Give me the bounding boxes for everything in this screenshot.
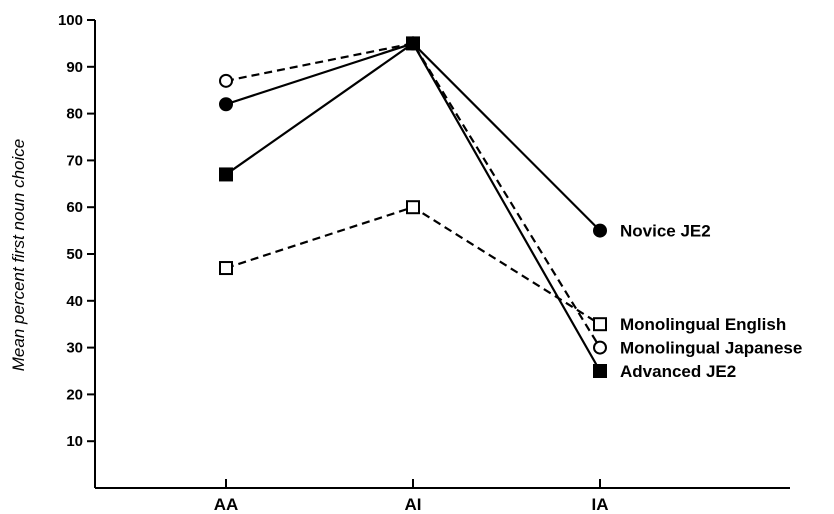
data-point-monolingual-english bbox=[219, 261, 233, 276]
series-line-monolingual-japanese bbox=[225, 42, 601, 349]
data-point-advanced-je2 bbox=[406, 36, 420, 51]
x-tick-label: AI bbox=[405, 495, 422, 514]
data-point-monolingual-japanese bbox=[593, 340, 607, 355]
data-point-advanced-je2 bbox=[593, 364, 607, 378]
data-point-advanced-je2 bbox=[219, 167, 233, 182]
series-label-monolingual-english: Monolingual English bbox=[620, 315, 786, 334]
series-label-monolingual-japanese: Monolingual Japanese bbox=[620, 339, 802, 358]
x-tick-label: IA bbox=[592, 495, 609, 514]
y-tick-label: 10 bbox=[66, 433, 83, 450]
y-tick-label: 100 bbox=[58, 12, 83, 29]
data-point-novice-je2 bbox=[593, 223, 607, 238]
y-tick-label: 80 bbox=[66, 106, 83, 123]
series-label-novice-je2: Novice JE2 bbox=[620, 222, 711, 241]
data-point-monolingual-english bbox=[406, 200, 420, 215]
y-tick-label: 30 bbox=[66, 340, 83, 357]
series-labels: Novice JE2 Monolingual English Monolingual… bbox=[620, 222, 802, 381]
y-tick-label: 40 bbox=[66, 293, 83, 310]
axes: 10 20 30 40 50 60 70 80 90 100 AA AI IA bbox=[58, 12, 790, 514]
y-tick-label: 60 bbox=[66, 199, 83, 216]
x-tick-label: AA bbox=[214, 495, 239, 514]
series-label-advanced-je2: Advanced JE2 bbox=[620, 362, 736, 381]
series-markers bbox=[219, 36, 607, 378]
data-point-monolingual-english bbox=[593, 317, 607, 332]
y-tick-label: 20 bbox=[66, 386, 83, 403]
y-tick-label: 90 bbox=[66, 59, 83, 76]
y-axis-title: Mean percent first noun choice bbox=[9, 139, 28, 371]
y-tick-label: 50 bbox=[66, 246, 83, 263]
series-line-monolingual-english bbox=[225, 205, 601, 326]
y-tick-label: 70 bbox=[66, 152, 83, 169]
data-point-novice-je2 bbox=[219, 97, 233, 112]
data-point-monolingual-japanese bbox=[219, 73, 233, 88]
